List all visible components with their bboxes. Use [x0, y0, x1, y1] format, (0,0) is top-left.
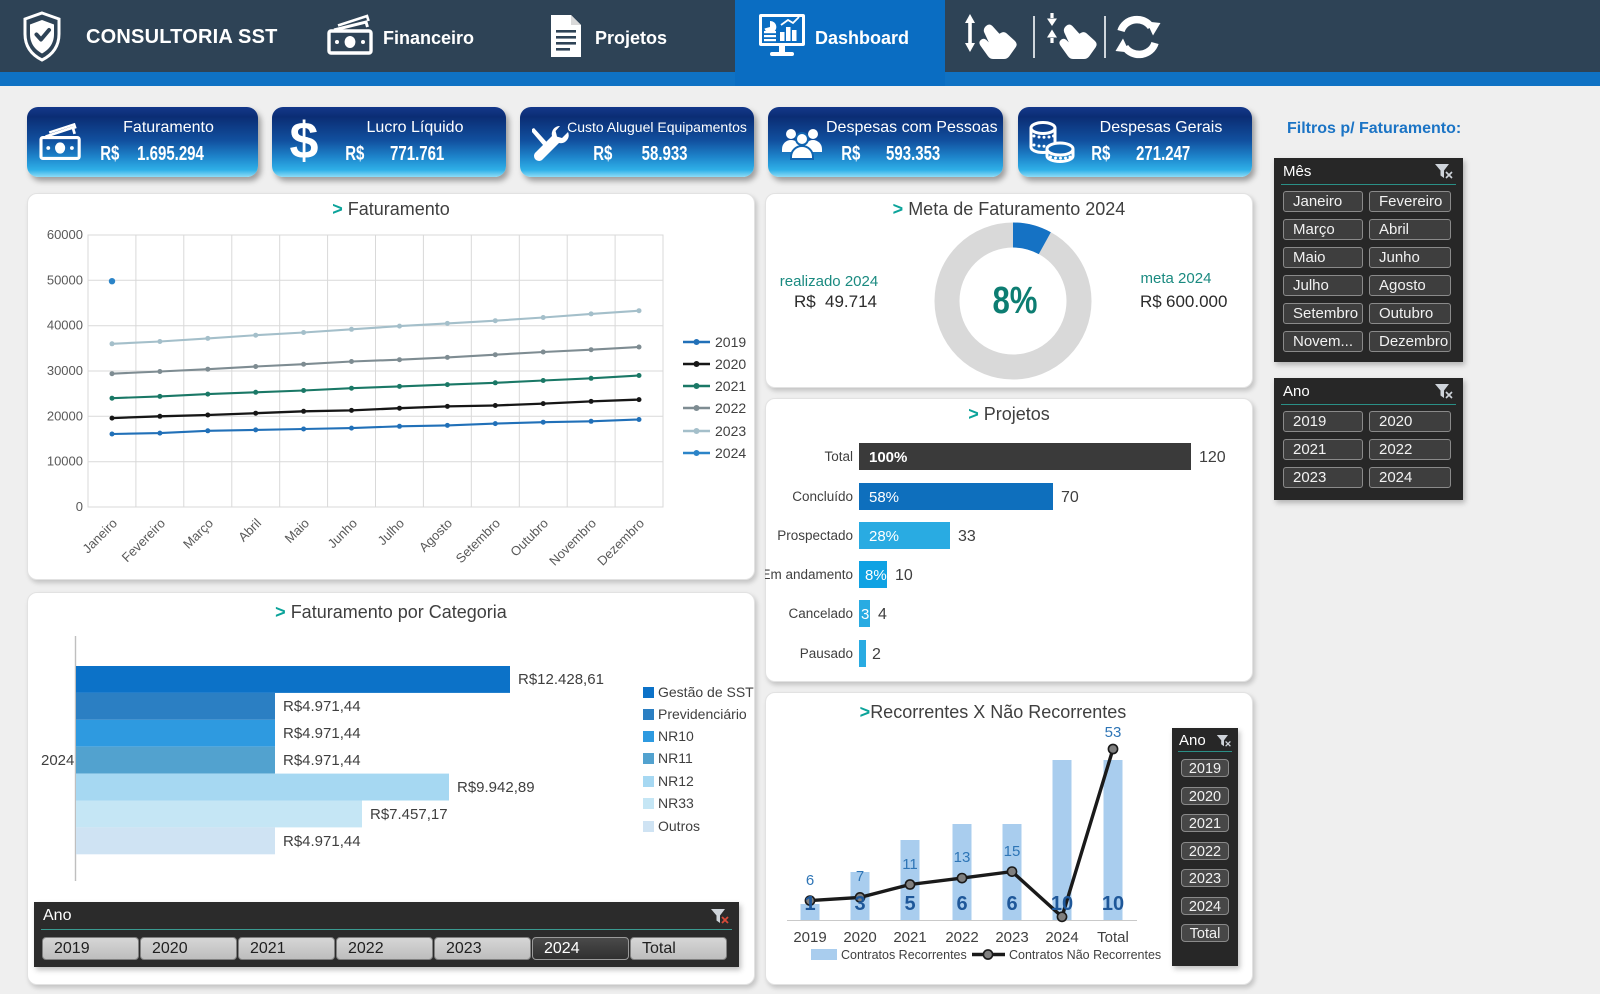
- svg-text:R$12.428,61: R$12.428,61: [518, 671, 604, 688]
- svg-text:Contratos Recorrentes: Contratos Recorrentes: [841, 948, 967, 962]
- svg-text:10000: 10000: [47, 454, 83, 469]
- svg-text:Setembro: Setembro: [453, 516, 503, 566]
- svg-text:NR10: NR10: [658, 728, 694, 744]
- svg-text:58%: 58%: [869, 489, 899, 506]
- svg-text:R$4.971,44: R$4.971,44: [283, 752, 361, 769]
- svg-text:28%: 28%: [869, 528, 899, 545]
- svg-text:6: 6: [956, 893, 967, 915]
- svg-text:Previdenciário: Previdenciário: [658, 706, 747, 722]
- svg-text:2022: 2022: [945, 929, 978, 946]
- svg-text:600.000: 600.000: [1166, 292, 1227, 311]
- svg-text:2024: 2024: [41, 752, 74, 769]
- svg-text:Outros: Outros: [658, 818, 700, 834]
- svg-text:10: 10: [895, 567, 913, 584]
- svg-text:2021: 2021: [893, 929, 926, 946]
- svg-text:6: 6: [806, 872, 814, 889]
- svg-text:120: 120: [1199, 449, 1226, 466]
- svg-text:13: 13: [954, 849, 971, 866]
- svg-text:realizado 2024: realizado 2024: [780, 273, 878, 290]
- svg-text:Fevereiro: Fevereiro: [119, 516, 168, 565]
- svg-text:Total: Total: [1097, 929, 1129, 946]
- svg-text:​> Faturamento por Categoria: ​> Faturamento por Categoria: [275, 602, 508, 622]
- svg-text:Maio: Maio: [282, 516, 313, 547]
- svg-text:4: 4: [878, 606, 887, 623]
- svg-text:6: 6: [1006, 893, 1017, 915]
- svg-text:NR11: NR11: [658, 750, 693, 766]
- svg-text:2: 2: [872, 646, 881, 663]
- svg-text:11: 11: [902, 856, 918, 873]
- svg-text:3: 3: [861, 606, 869, 623]
- svg-text:meta 2024: meta 2024: [1141, 270, 1212, 287]
- svg-text:60000: 60000: [47, 227, 83, 242]
- svg-text:2020: 2020: [843, 929, 876, 946]
- svg-text:​> Projetos: ​> Projetos: [968, 404, 1050, 424]
- svg-text:Concluído: Concluído: [792, 489, 853, 504]
- svg-text:10: 10: [1102, 893, 1124, 915]
- svg-text:70: 70: [1061, 489, 1079, 506]
- svg-text:Contratos Não Recorrentes: Contratos Não Recorrentes: [1009, 948, 1161, 962]
- svg-text:Total: Total: [824, 449, 853, 464]
- svg-text:Dezembro: Dezembro: [594, 516, 647, 569]
- svg-text:15: 15: [1004, 843, 1021, 860]
- svg-text:Em andamento: Em andamento: [765, 567, 853, 582]
- svg-text:R$7.457,17: R$7.457,17: [370, 806, 448, 823]
- svg-text:2020: 2020: [715, 356, 746, 372]
- svg-text:R$4.971,44: R$4.971,44: [283, 725, 361, 742]
- svg-text:​> Faturamento: ​> Faturamento: [332, 199, 450, 219]
- svg-text:1: 1: [804, 893, 815, 915]
- svg-text:Junho: Junho: [324, 516, 360, 552]
- svg-text:0: 0: [76, 499, 83, 514]
- svg-text:Prospectado: Prospectado: [777, 528, 853, 543]
- svg-text:30000: 30000: [47, 363, 83, 378]
- svg-text:5: 5: [904, 893, 915, 915]
- svg-text:NR33: NR33: [658, 795, 694, 811]
- svg-text:40000: 40000: [47, 318, 83, 333]
- svg-text:NR12: NR12: [658, 773, 694, 789]
- svg-text:8%: 8%: [992, 280, 1037, 322]
- svg-text:2023: 2023: [715, 423, 746, 439]
- svg-text:49.714: 49.714: [825, 292, 877, 311]
- svg-text:Novembro: Novembro: [546, 516, 599, 569]
- svg-text:​>Recorrentes X Não Recorrente: ​>Recorrentes X Não Recorrentes: [860, 702, 1127, 722]
- svg-text:10: 10: [1051, 893, 1073, 915]
- svg-text:Pausado: Pausado: [800, 646, 853, 661]
- svg-text:Agosto: Agosto: [416, 516, 455, 555]
- svg-text:2023: 2023: [995, 929, 1028, 946]
- svg-text:$: $: [290, 115, 319, 169]
- svg-text:50000: 50000: [47, 272, 83, 287]
- svg-text:2022: 2022: [715, 400, 746, 416]
- svg-text:Outubro: Outubro: [507, 516, 551, 560]
- svg-text:100%: 100%: [869, 449, 907, 466]
- svg-text:2021: 2021: [715, 378, 746, 394]
- svg-text:2019: 2019: [715, 334, 746, 350]
- svg-text:Cancelado: Cancelado: [788, 606, 853, 621]
- svg-text:R$9.942,89: R$9.942,89: [457, 779, 535, 796]
- svg-text:7: 7: [856, 868, 864, 885]
- svg-text:R$4.971,44: R$4.971,44: [283, 698, 361, 715]
- svg-text:R$: R$: [794, 292, 816, 311]
- svg-text:Março: Março: [180, 516, 216, 552]
- svg-text:2024: 2024: [715, 445, 746, 461]
- svg-text:​> Meta de Faturamento 2024: ​> Meta de Faturamento 2024: [893, 199, 1126, 219]
- svg-text:8%: 8%: [865, 567, 887, 584]
- svg-text:Abril: Abril: [235, 515, 264, 544]
- svg-text:2024: 2024: [1045, 929, 1078, 946]
- svg-text:33: 33: [958, 528, 976, 545]
- svg-text:2019: 2019: [793, 929, 826, 946]
- svg-text:R$: R$: [1140, 292, 1162, 311]
- svg-text:3: 3: [854, 893, 865, 915]
- svg-text:R$4.971,44: R$4.971,44: [283, 833, 361, 850]
- svg-text:20000: 20000: [47, 408, 83, 423]
- svg-text:53: 53: [1105, 724, 1122, 741]
- svg-text:Gestão de SST: Gestão de SST: [658, 684, 754, 700]
- svg-text:Julho: Julho: [375, 516, 408, 549]
- svg-text:Janeiro: Janeiro: [79, 516, 120, 557]
